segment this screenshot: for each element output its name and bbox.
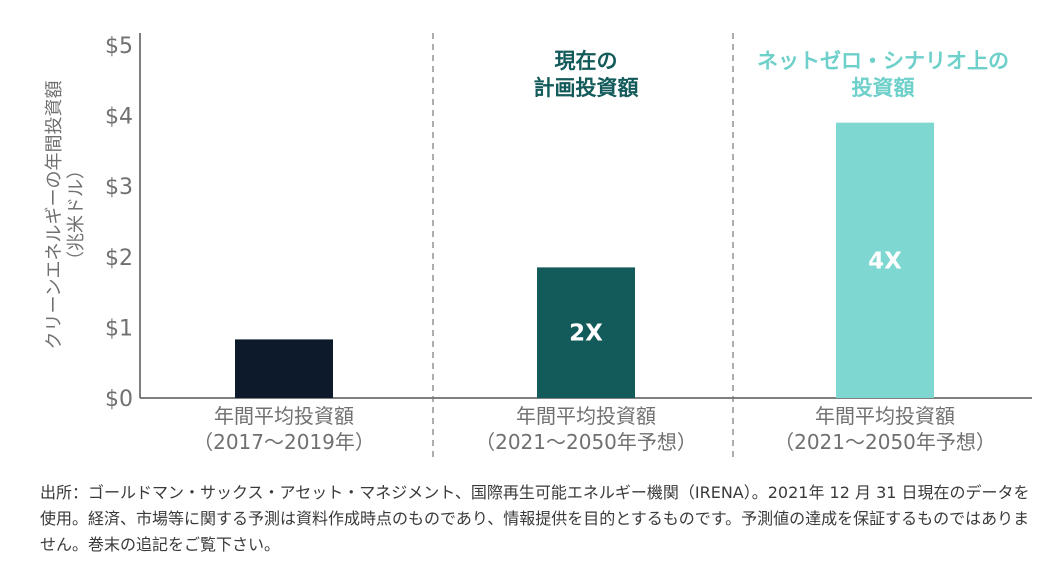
category-label-line2: （2021〜2050年予想） [774, 430, 996, 454]
bar [235, 339, 333, 398]
y-axis-title-line2: （兆米ドル） [66, 161, 87, 269]
y-tick-label: $2 [105, 246, 133, 271]
category-label-line2: （2017〜2019年） [193, 430, 375, 454]
y-tick-label: $3 [105, 175, 133, 200]
column-annotation: 計画投資額 [534, 76, 639, 100]
bars: 2X 4X [235, 122, 934, 398]
category-label-line1: 年間平均投資額 [815, 404, 955, 428]
category-label-line1: 年間平均投資額 [516, 404, 656, 428]
bar-value-label: 2X [569, 321, 603, 347]
y-axis-title-line1: クリーンエネルギーの年間投資額 [44, 80, 65, 349]
category-label-line1: 年間平均投資額 [214, 404, 354, 428]
y-tick-label: $0 [105, 387, 133, 412]
x-axis-categories: 年間平均投資額（2017〜2019年）年間平均投資額（2021〜2050年予想）… [193, 404, 996, 454]
y-axis-ticks: $0 $1 $2 $3 $4 $5 [105, 34, 133, 412]
y-tick-label: $1 [105, 316, 133, 341]
source-note: 出所：ゴールドマン・サックス・アセット・マネジメント、国際再生可能エネルギー機関… [40, 483, 1030, 554]
y-tick-label: $5 [105, 34, 133, 59]
column-annotation: 現在の [555, 49, 618, 73]
bar-chart: クリーンエネルギーの年間投資額 （兆米ドル） $0 $1 $2 $3 $4 $5 2X 4X… [44, 33, 1032, 462]
y-axis-title: クリーンエネルギーの年間投資額 （兆米ドル） [44, 80, 87, 349]
column-annotation: 投資額 [852, 76, 915, 100]
bar [836, 122, 934, 398]
bar-value-label: 4X [868, 248, 902, 274]
y-tick-label: $4 [105, 105, 133, 130]
column-annotation: ネットゼロ・シナリオ上の [757, 49, 1009, 73]
bar [537, 267, 635, 398]
category-label-line2: （2021〜2050年予想） [475, 430, 697, 454]
